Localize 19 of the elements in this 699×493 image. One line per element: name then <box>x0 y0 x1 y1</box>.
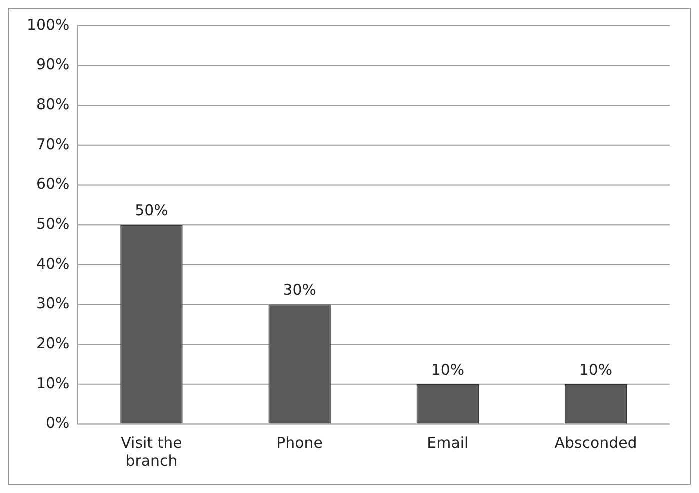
y-tick-label: 100% <box>26 16 70 34</box>
y-tick-label: 90% <box>36 56 70 74</box>
data-label: 30% <box>283 281 316 300</box>
x-tick-label: Visit the branch <box>121 434 182 470</box>
y-tick-label: 0% <box>46 414 70 432</box>
y-tick-label: 10% <box>36 374 70 392</box>
data-label: 50% <box>135 202 168 220</box>
y-tick-label: 20% <box>36 334 70 352</box>
y-tick-label: 30% <box>36 294 70 313</box>
x-tick-label: Email <box>427 434 469 452</box>
data-label: 10% <box>431 360 465 379</box>
x-tick-label: Phone <box>276 434 323 452</box>
data-label: 10% <box>579 360 613 379</box>
y-tick-label: 70% <box>36 135 70 154</box>
y-tick-label: 80% <box>36 95 70 114</box>
y-tick-label: 40% <box>36 254 70 273</box>
y-tick-label: 50% <box>36 214 70 233</box>
y-tick-label: 60% <box>36 175 70 194</box>
x-tick-label: Absconded <box>554 434 638 452</box>
